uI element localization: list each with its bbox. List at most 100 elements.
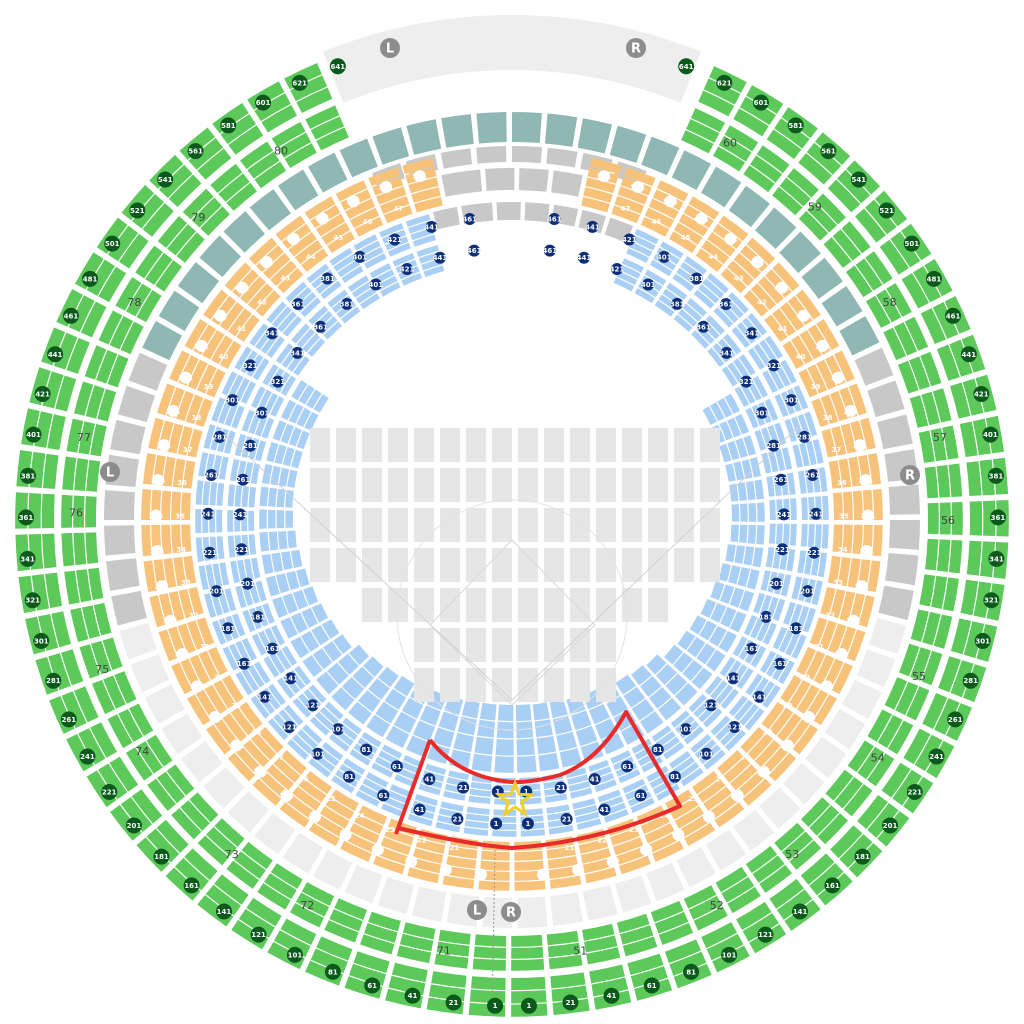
outer-lower-section[interactable] xyxy=(197,818,245,866)
section-number[interactable]: 1 xyxy=(495,788,500,796)
outer-lower-section[interactable] xyxy=(226,841,273,889)
section-badge[interactable] xyxy=(167,404,180,417)
orange-section-label[interactable]: 421 xyxy=(235,281,250,294)
section-number[interactable]: 581 xyxy=(788,122,803,130)
outer-lower-section[interactable] xyxy=(715,866,761,914)
orange-section-label[interactable]: 541 xyxy=(597,170,612,183)
section-badge[interactable] xyxy=(753,690,766,703)
orange-section[interactable] xyxy=(402,157,443,213)
orange-section-label[interactable]: 241 xyxy=(155,580,170,593)
outer-lower-section[interactable] xyxy=(324,898,367,943)
top-gray-section[interactable] xyxy=(484,167,515,191)
section-number[interactable]: 421 xyxy=(974,390,989,398)
section-badge[interactable] xyxy=(423,773,436,786)
section-badge[interactable] xyxy=(210,585,223,598)
section-number[interactable]: 21 xyxy=(453,816,463,824)
section-number[interactable]: 101 xyxy=(331,726,346,734)
section-number[interactable]: 561 xyxy=(821,148,836,156)
section-badge[interactable] xyxy=(254,765,267,778)
section-number[interactable]: 181 xyxy=(855,853,870,861)
blue-inner-section[interactable] xyxy=(309,701,344,736)
outer-section-label[interactable]: 241 xyxy=(928,748,945,765)
middle-ring-section[interactable] xyxy=(111,590,147,626)
outer-section-label[interactable]: 641 xyxy=(329,58,346,75)
blue-field-section[interactable] xyxy=(689,615,737,653)
section-number[interactable]: 501 xyxy=(663,198,678,206)
blue-section-label[interactable]: 381 xyxy=(689,272,704,285)
orange-section-label[interactable]: 381 xyxy=(194,339,209,352)
blue-field-section[interactable] xyxy=(631,665,682,721)
section-badge[interactable] xyxy=(34,385,51,402)
section-number[interactable]: 621 xyxy=(717,79,732,87)
blue-inner-section[interactable] xyxy=(651,725,685,760)
blue-inner-section[interactable] xyxy=(347,275,380,310)
section-badge[interactable] xyxy=(802,710,815,723)
orange-section-label[interactable]: 441 xyxy=(750,256,765,269)
section-number[interactable]: 41 xyxy=(415,806,425,814)
blue-inner-section[interactable] xyxy=(263,645,298,678)
section-badge[interactable] xyxy=(287,232,300,245)
blue-section-label[interactable]: 241 xyxy=(201,507,216,520)
section-badge[interactable] xyxy=(832,371,845,384)
outer-section-label[interactable]: 401 xyxy=(982,426,999,443)
blue-section-label[interactable]: 21 xyxy=(554,781,567,794)
section-number[interactable]: 421 xyxy=(35,390,50,398)
section-number[interactable]: 341 xyxy=(989,555,1004,563)
blue-section-label[interactable]: 461 xyxy=(462,212,477,225)
middle-ring-section[interactable] xyxy=(705,829,747,871)
middle-ring-section[interactable] xyxy=(161,713,203,755)
blue-section-label[interactable]: 261 xyxy=(236,473,251,486)
section-badge[interactable] xyxy=(774,473,787,486)
blue-field-section[interactable] xyxy=(272,420,310,450)
blue-section-label[interactable]: 141 xyxy=(752,690,767,703)
section-badge[interactable] xyxy=(577,251,590,264)
section-badge[interactable] xyxy=(202,507,215,520)
section-number[interactable]: 121 xyxy=(251,931,266,939)
middle-ring-section[interactable] xyxy=(104,490,136,520)
section-number[interactable]: 101 xyxy=(288,951,303,959)
section-number[interactable]: 261 xyxy=(774,476,789,484)
outer-lower-section[interactable] xyxy=(745,846,793,893)
section-badge[interactable] xyxy=(19,550,36,567)
section-badge[interactable] xyxy=(855,580,868,593)
outer-lower-section[interactable] xyxy=(925,538,963,574)
section-number[interactable]: 201 xyxy=(127,822,142,830)
outer-section-label[interactable]: 441 xyxy=(47,346,64,363)
blue-section-label[interactable]: 201 xyxy=(240,577,255,590)
section-badge[interactable] xyxy=(824,877,841,894)
section-badge[interactable] xyxy=(776,543,789,556)
middle-ring-section[interactable] xyxy=(754,207,797,250)
outer-section-label[interactable]: 361 xyxy=(989,509,1006,526)
blue-field-section[interactable] xyxy=(615,674,664,734)
blue-outer-section[interactable] xyxy=(792,439,824,468)
blue-section-label[interactable]: 461 xyxy=(543,244,558,257)
section-badge[interactable] xyxy=(255,94,272,111)
outer-lower-section[interactable] xyxy=(257,863,303,910)
section-number[interactable]: 121 xyxy=(305,702,320,710)
blue-field-section[interactable] xyxy=(725,544,764,568)
section-badge[interactable] xyxy=(187,143,204,160)
section-badge[interactable] xyxy=(847,614,860,627)
blue-field-section[interactable] xyxy=(272,586,319,618)
section-badge[interactable] xyxy=(554,781,567,794)
outer-section-label[interactable]: 561 xyxy=(820,143,837,160)
outer-section-label[interactable]: 81 xyxy=(324,963,341,980)
outer-section-label[interactable]: 201 xyxy=(882,817,899,834)
section-number[interactable]: 61 xyxy=(647,982,657,990)
section-number[interactable]: 21 xyxy=(562,816,572,824)
outer-section-label[interactable]: 521 xyxy=(878,202,895,219)
section-badge[interactable] xyxy=(820,143,837,160)
section-number[interactable]: 361 xyxy=(19,514,34,522)
outer-section-label[interactable]: 521 xyxy=(129,202,146,219)
blue-section-label[interactable]: 301 xyxy=(255,406,270,419)
section-badge[interactable] xyxy=(598,803,611,816)
outer-section-label[interactable]: 341 xyxy=(19,550,36,567)
outer-lower-section[interactable] xyxy=(919,574,959,612)
section-badge[interactable] xyxy=(777,508,790,521)
blue-field-section[interactable] xyxy=(261,549,303,575)
outer-lower-section[interactable] xyxy=(798,193,846,241)
middle-ring-section[interactable] xyxy=(758,787,801,829)
middle-ring-section[interactable] xyxy=(821,285,863,327)
blue-section-label[interactable]: 201 xyxy=(769,577,784,590)
orange-section-label[interactable]: 21 xyxy=(572,863,585,876)
